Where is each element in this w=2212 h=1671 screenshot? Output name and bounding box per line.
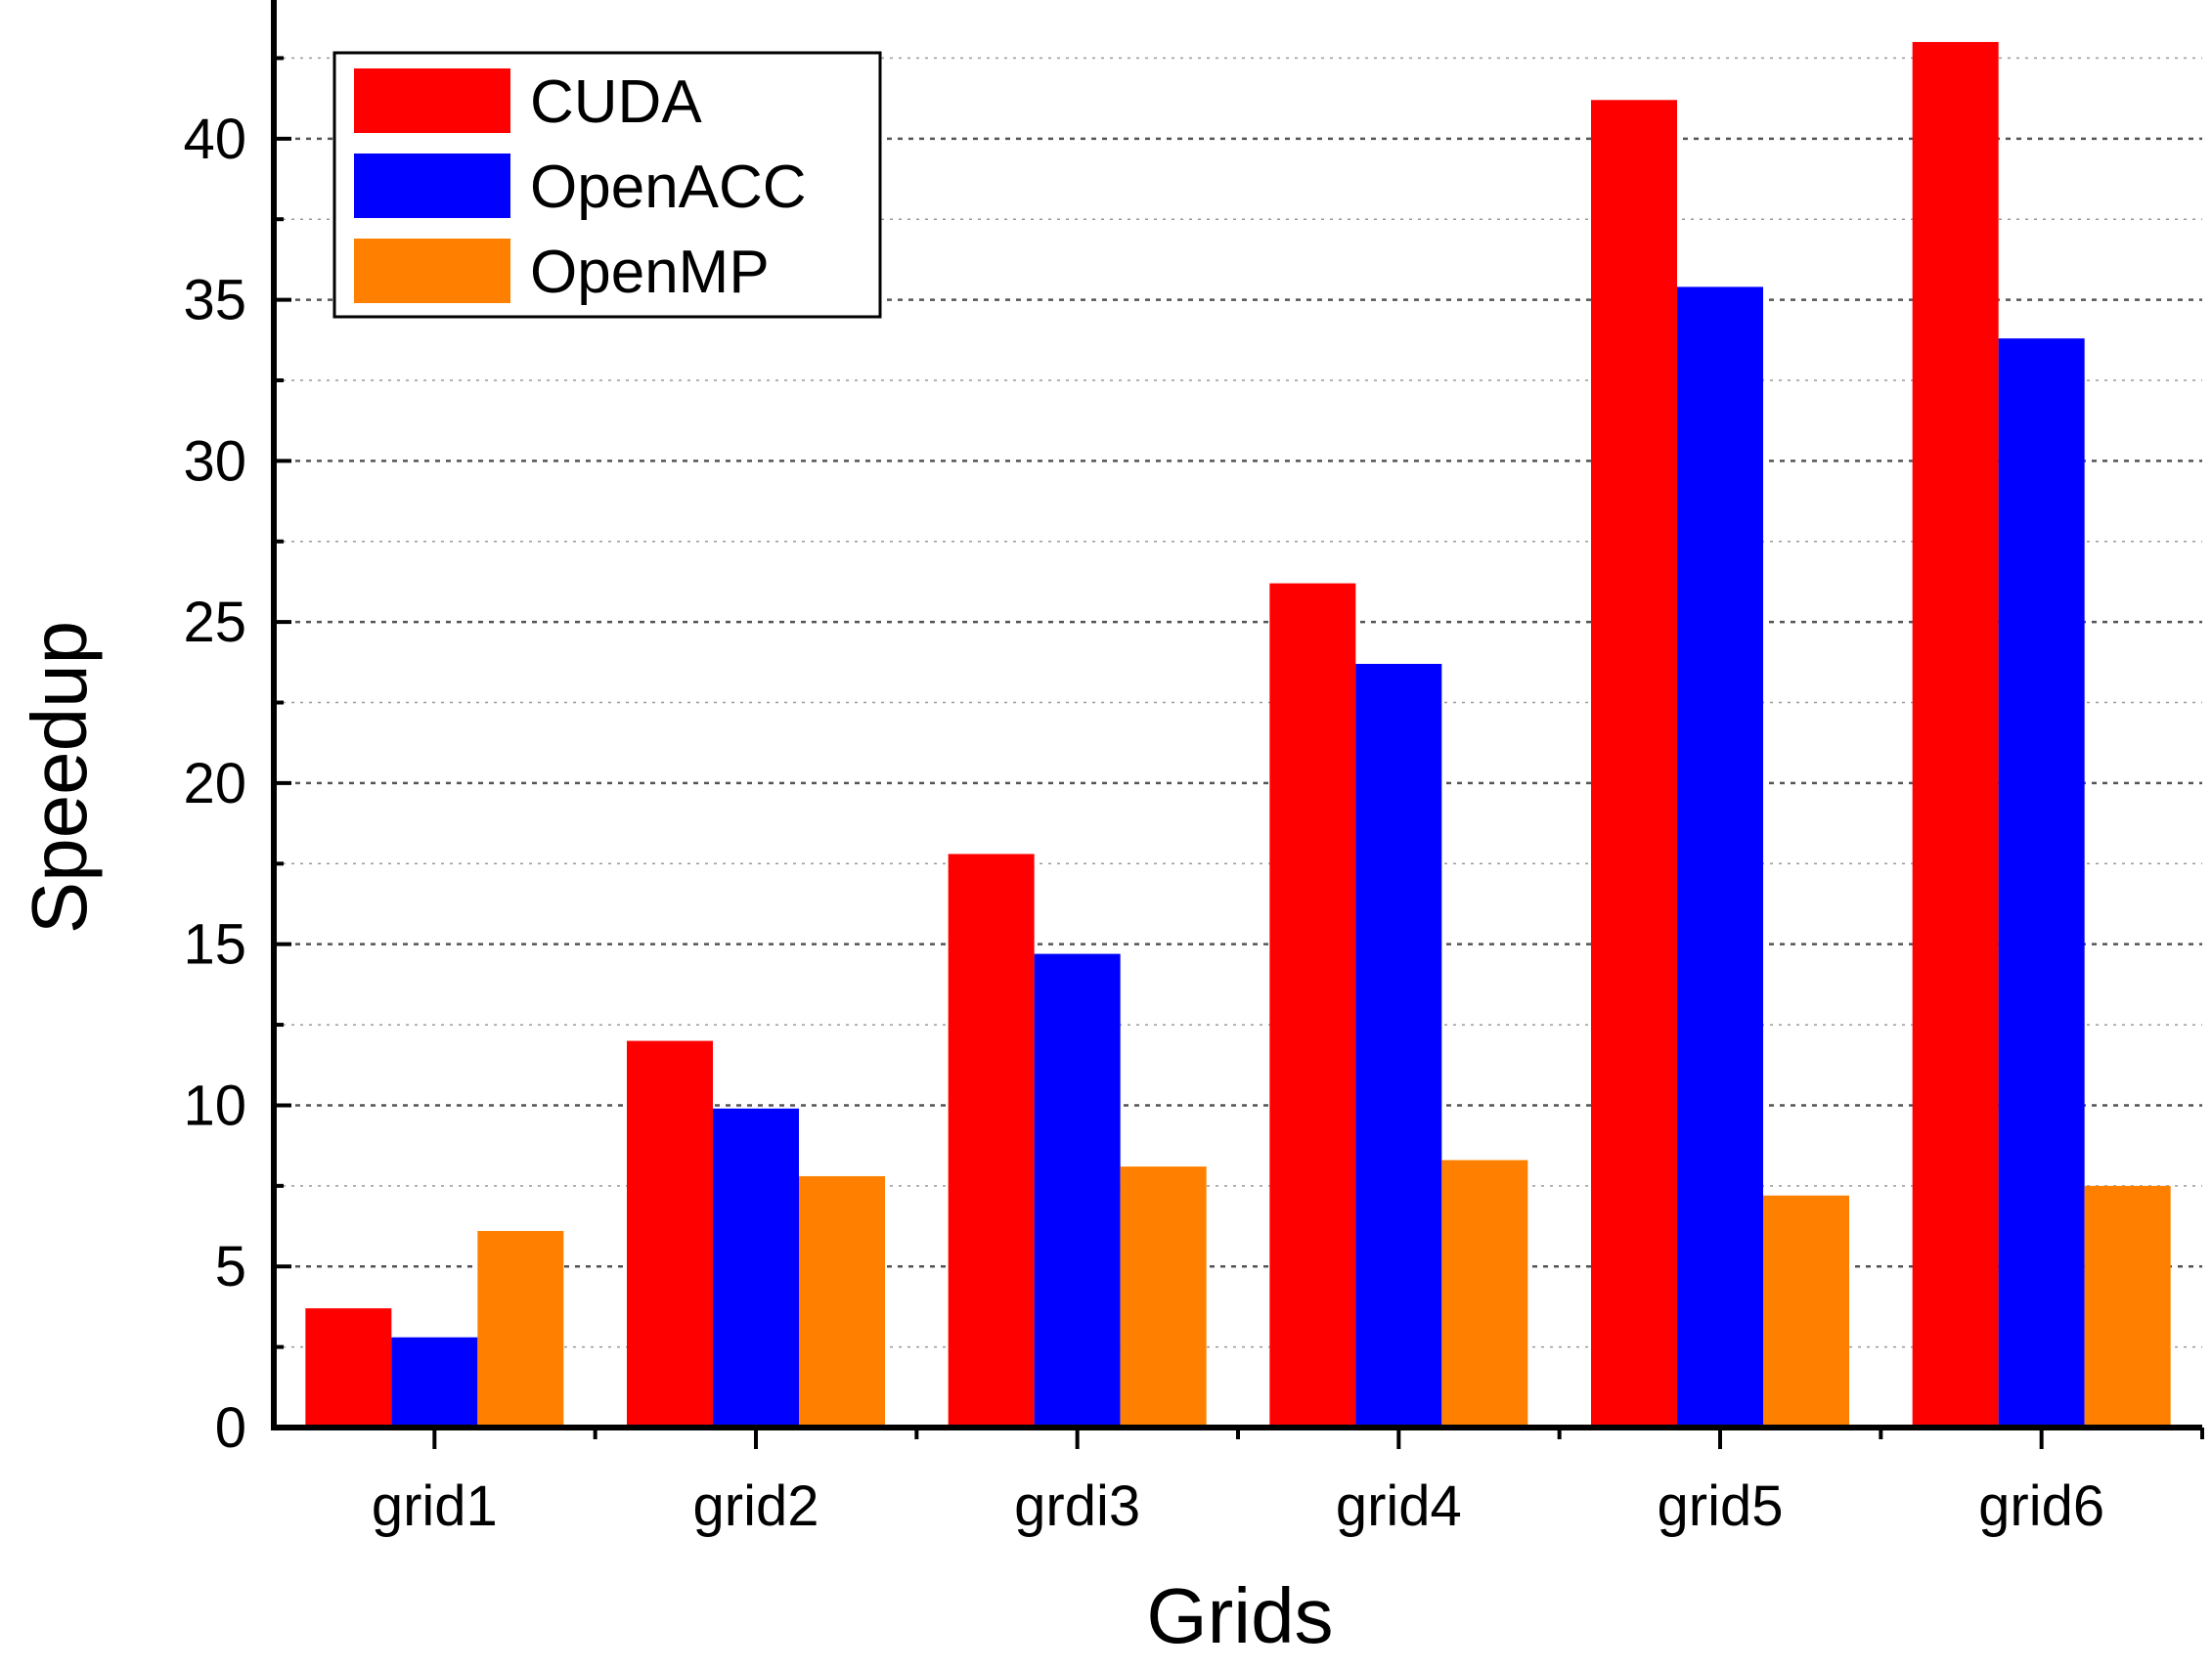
legend: CUDA OpenACC OpenMP [332, 51, 882, 319]
axes: 0 5 10 15 20 25 30 35 40 grid1 grid2 grdi3 grid4 grid… [183, 0, 2204, 1538]
bars [305, 41, 2171, 1429]
legend-swatch-openacc [354, 154, 510, 218]
bar-openmp-grdi3 [1120, 1166, 1207, 1428]
legend-label-openacc: OpenACC [530, 154, 807, 221]
y-axis-title: Speedup [16, 621, 103, 934]
bar-cuda-grid4 [1269, 583, 1356, 1428]
bar-openacc-grid1 [391, 1337, 478, 1428]
gridlines [274, 57, 2202, 1348]
legend-swatch-cuda [354, 68, 510, 133]
x-axis-title: Grids [1146, 1572, 1333, 1659]
bar-openacc-grid6 [1998, 338, 2085, 1428]
bar-cuda-grid2 [627, 1040, 713, 1428]
bar-cuda-grid5 [1591, 100, 1677, 1429]
bar-cuda-grid1 [305, 1308, 392, 1428]
bar-openmp-grid5 [1763, 1195, 1849, 1428]
y-tick-label: 0 [215, 1396, 246, 1460]
y-tick-label: 20 [183, 752, 246, 815]
y-tick-label: 30 [183, 429, 246, 493]
bar-cuda-grid6 [1912, 41, 1999, 1428]
bar-openmp-grid1 [477, 1230, 564, 1428]
x-tick-label: grid2 [693, 1474, 819, 1538]
y-tick-label: 25 [183, 591, 246, 654]
y-tick-label: 10 [183, 1074, 246, 1137]
y-tick-label: 35 [183, 269, 246, 332]
bar-openmp-grid4 [1441, 1160, 1528, 1428]
bar-openacc-grid5 [1677, 286, 1763, 1429]
y-tick-label: 15 [183, 913, 246, 977]
bar-openacc-grid2 [713, 1108, 799, 1428]
legend-label-cuda: CUDA [530, 68, 702, 136]
x-tick-label: grid6 [1978, 1474, 2104, 1538]
bar-cuda-grdi3 [948, 854, 1035, 1428]
x-tick-label: grid4 [1336, 1474, 1462, 1538]
x-tick-label: grid5 [1658, 1474, 1784, 1538]
bar-openmp-grid2 [799, 1175, 885, 1428]
x-tick-label: grid1 [372, 1474, 498, 1538]
y-tick-label: 5 [215, 1235, 246, 1298]
legend-swatch-openmp [354, 239, 510, 303]
legend-label-openmp: OpenMP [530, 239, 770, 306]
bar-openacc-grid4 [1355, 663, 1442, 1428]
bar-openmp-grid6 [2084, 1185, 2171, 1428]
bar-openacc-grdi3 [1034, 953, 1121, 1428]
y-tick-label: 40 [183, 108, 246, 171]
x-tick-label: grdi3 [1014, 1474, 1140, 1538]
